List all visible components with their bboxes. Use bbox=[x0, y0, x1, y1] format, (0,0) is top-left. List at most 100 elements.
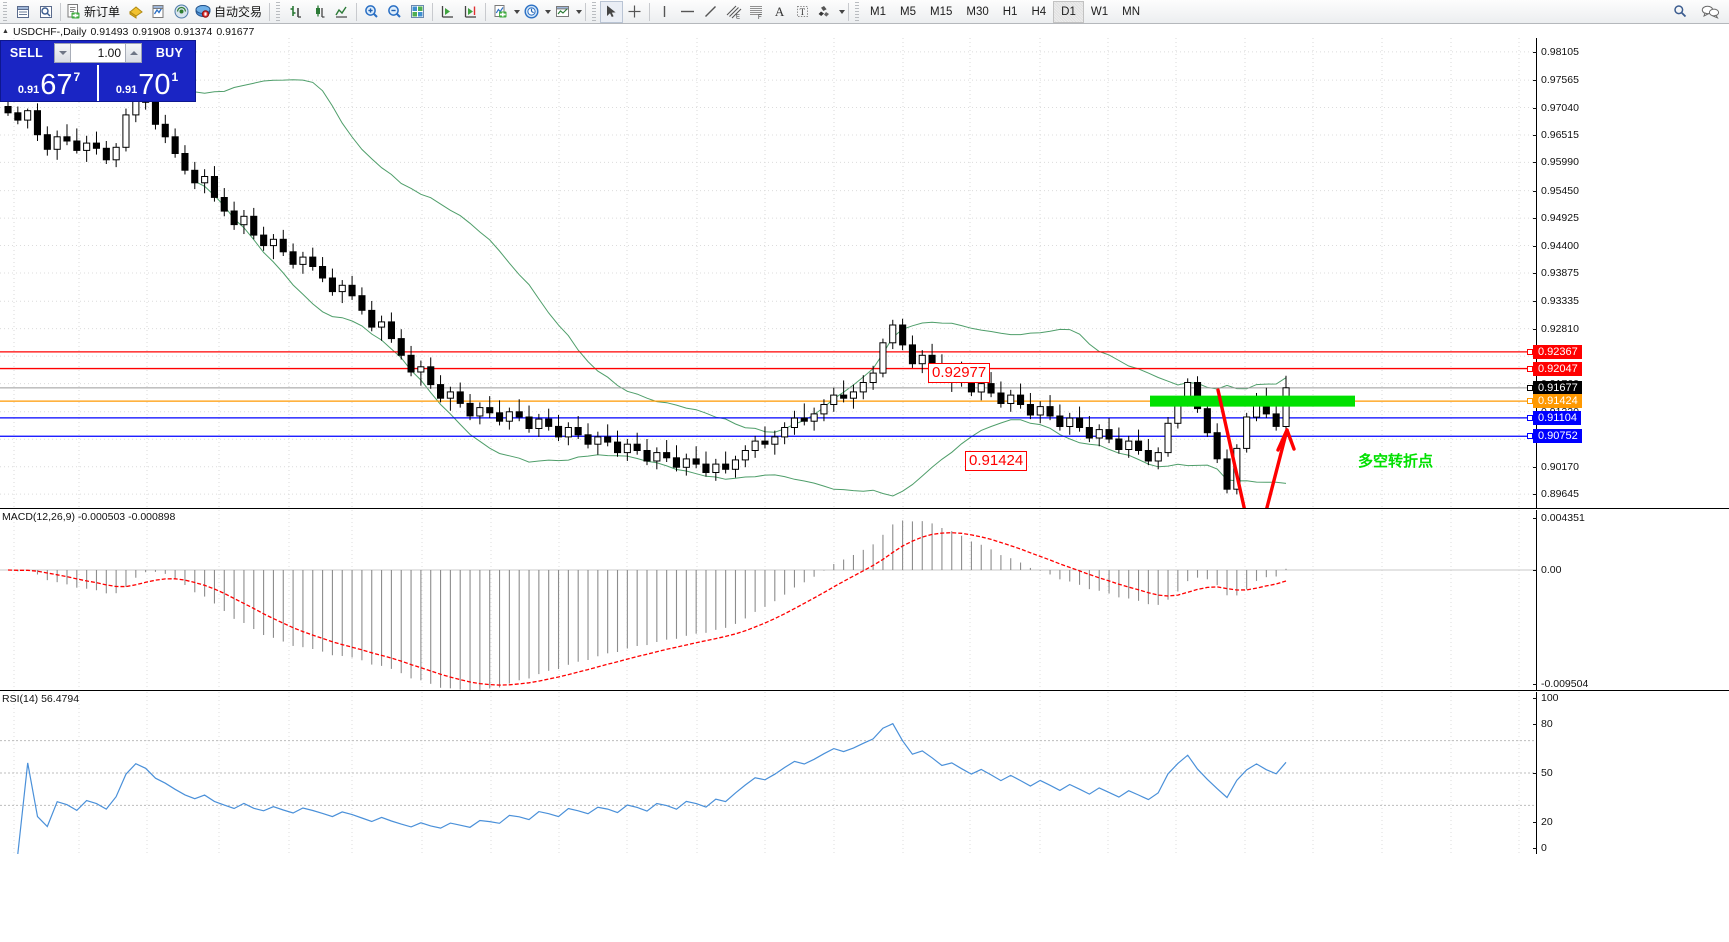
signals-icon[interactable] bbox=[170, 1, 193, 23]
symbol-close: 0.91677 bbox=[216, 25, 255, 38]
level-badge-current-price[interactable]: 0.91677 bbox=[1527, 380, 1582, 395]
price-tag-high: 0.92977 bbox=[928, 363, 991, 383]
price-tick-label: 0.97565 bbox=[1533, 74, 1579, 86]
macd-pane[interactable]: 0.004351 0.00 -0.009504 MACD(12,26,9) -0.0… bbox=[0, 510, 1729, 690]
rsi-tick-label: 80 bbox=[1533, 718, 1553, 730]
price-tick-label: 0.89645 bbox=[1533, 488, 1579, 500]
line-chart-icon[interactable] bbox=[330, 1, 353, 23]
rsi-y-axis: 100 80 50 20 0 bbox=[1533, 692, 1729, 854]
rsi-title: RSI(14) 56.4794 bbox=[2, 693, 80, 705]
timeframe-m5[interactable]: M5 bbox=[900, 5, 916, 18]
horizontal-line-icon[interactable] bbox=[676, 1, 699, 23]
volume-stepper[interactable]: 1.00 bbox=[54, 43, 142, 63]
buy-price-display[interactable]: 0.91 70 1 bbox=[97, 65, 195, 101]
market-watch-icon[interactable] bbox=[11, 1, 34, 23]
data-window-icon[interactable] bbox=[34, 1, 57, 23]
level-badge-support-1[interactable]: 0.91104 bbox=[1527, 410, 1581, 425]
toolbar-right-group bbox=[1669, 1, 1729, 23]
buy-button[interactable]: BUY bbox=[155, 46, 184, 60]
crosshair-icon[interactable] bbox=[623, 1, 646, 23]
zoom-in-icon[interactable] bbox=[360, 1, 383, 23]
auto-scroll-icon[interactable] bbox=[436, 1, 459, 23]
rsi-pane[interactable]: 100 80 50 20 0 RSI(14) 56.4794 bbox=[0, 692, 1729, 854]
timeframe-m15[interactable]: M15 bbox=[930, 5, 953, 18]
timeframe-m1[interactable]: M1 bbox=[870, 5, 887, 18]
chart-menu-icon[interactable]: ▲ bbox=[2, 28, 9, 35]
toolbar-separator bbox=[432, 2, 434, 21]
chevron-down-icon[interactable] bbox=[576, 9, 583, 14]
chart-shift-icon[interactable] bbox=[459, 1, 482, 23]
volume-input[interactable]: 1.00 bbox=[97, 46, 121, 60]
timeframe-w1[interactable]: W1 bbox=[1090, 5, 1109, 18]
toolbar-separator bbox=[356, 2, 358, 21]
new-order-button[interactable]: 新订单 bbox=[64, 1, 124, 23]
toolbar-separator bbox=[60, 2, 61, 21]
price-tick-label: 0.94925 bbox=[1533, 212, 1579, 224]
symbol-low: 0.91374 bbox=[174, 25, 213, 38]
price-tag-pivot: 0.91424 bbox=[965, 451, 1028, 471]
timeframe-m30[interactable]: M30 bbox=[966, 5, 989, 18]
chevron-down-icon[interactable] bbox=[545, 9, 552, 14]
macd-axis-line bbox=[1536, 510, 1537, 690]
timeframe-h4[interactable]: H4 bbox=[1031, 5, 1047, 18]
fibonacci-icon[interactable]: F bbox=[745, 1, 768, 23]
cursor-icon[interactable] bbox=[600, 0, 624, 23]
price-y-axis[interactable]: 0.98105 0.97565 0.97040 0.96515 0.95990 0.954… bbox=[1527, 38, 1729, 508]
toolbar-grip[interactable] bbox=[854, 2, 862, 21]
macd-plot-area[interactable] bbox=[0, 510, 1536, 690]
sell-button[interactable]: SELL bbox=[9, 46, 44, 60]
one-click-trading-panel[interactable]: SELL 1.00 BUY 0.91 67 7 0.91 70 1 bbox=[0, 40, 196, 102]
level-badge-resistance-2[interactable]: 0.92367 bbox=[1527, 344, 1582, 359]
sell-price-big: 67 bbox=[40, 69, 73, 101]
level-badge-support-2[interactable]: 0.90752 bbox=[1527, 429, 1582, 444]
toolbar-separator bbox=[485, 2, 487, 21]
zoom-out-icon[interactable] bbox=[383, 1, 406, 23]
autotrading-button[interactable]: 自动交易 bbox=[193, 1, 266, 23]
price-tick-label: 0.95990 bbox=[1533, 156, 1579, 168]
rsi-plot-area[interactable] bbox=[0, 692, 1536, 854]
volume-increment-button[interactable] bbox=[125, 44, 141, 62]
buy-price-pip: 1 bbox=[171, 70, 179, 84]
timeframe-mn[interactable]: MN bbox=[1122, 5, 1140, 18]
macd-y-axis: 0.004351 0.00 -0.009504 bbox=[1532, 510, 1729, 690]
symbol-high: 0.91908 bbox=[132, 25, 171, 38]
text-label-icon[interactable]: T bbox=[791, 1, 814, 23]
search-icon[interactable] bbox=[1669, 1, 1692, 23]
templates-icon[interactable] bbox=[551, 1, 574, 23]
symbol-name: USDCHF-,Daily bbox=[12, 25, 87, 38]
text-icon[interactable]: A bbox=[774, 3, 785, 19]
custom-indicators-icon[interactable] bbox=[147, 1, 170, 23]
trendline-icon[interactable] bbox=[699, 1, 722, 23]
shapes-icon[interactable] bbox=[814, 1, 837, 23]
chevron-down-icon[interactable] bbox=[839, 9, 846, 14]
chevron-down-icon bbox=[58, 51, 67, 55]
level-badge-resistance-1[interactable]: 0.92047 bbox=[1527, 361, 1582, 376]
timeframe-h1[interactable]: H1 bbox=[1002, 5, 1018, 18]
equidistant-channel-icon[interactable]: E bbox=[722, 1, 745, 23]
indicators-add-icon[interactable] bbox=[489, 1, 512, 23]
vertical-line-icon[interactable] bbox=[653, 1, 676, 23]
sell-price-display[interactable]: 0.91 67 7 bbox=[1, 65, 97, 101]
toolbar-grip[interactable] bbox=[275, 2, 283, 21]
chevron-up-icon bbox=[129, 51, 138, 55]
one-click-prices: 0.91 67 7 0.91 70 1 bbox=[1, 65, 195, 101]
macd-tick-label: -0.009504 bbox=[1532, 678, 1588, 690]
level-badge-pivot[interactable]: 0.91424 bbox=[1527, 394, 1582, 409]
chart-grid-icon[interactable] bbox=[406, 1, 429, 23]
timeframe-d1[interactable]: D1 bbox=[1053, 0, 1084, 23]
buy-price-prefix: 0.91 bbox=[115, 84, 138, 96]
chevron-down-icon[interactable] bbox=[514, 9, 521, 14]
timeframes-icon[interactable] bbox=[520, 1, 543, 23]
volume-decrement-button[interactable] bbox=[55, 44, 71, 62]
toolbar-grip[interactable] bbox=[591, 2, 599, 21]
candlestick-chart-icon[interactable] bbox=[307, 1, 330, 23]
toolbar-grip[interactable] bbox=[2, 2, 9, 21]
toolbar-separator bbox=[649, 2, 651, 21]
bar-chart-icon[interactable] bbox=[284, 1, 307, 23]
chat-icon[interactable] bbox=[1698, 1, 1723, 23]
chinese-annotation: 多空转折点 bbox=[1358, 452, 1434, 470]
expert-advisors-icon[interactable] bbox=[124, 1, 147, 23]
